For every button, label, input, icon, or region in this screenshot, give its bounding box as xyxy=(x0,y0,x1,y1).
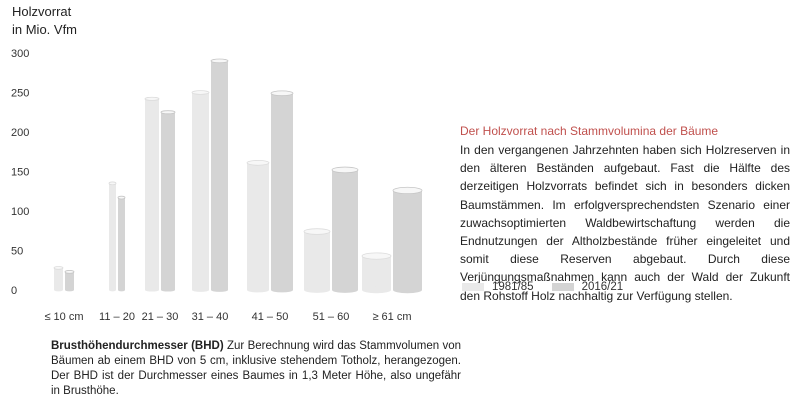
bar-series-1 xyxy=(247,162,269,290)
x-tick-label: ≤ 10 cm xyxy=(44,311,83,323)
chart-legend: 1981/85 2016/21 xyxy=(462,281,641,293)
bar-cap xyxy=(191,90,210,95)
legend-label-series-1: 1981/85 xyxy=(492,281,534,293)
bar-cap xyxy=(270,90,294,97)
x-tick-label: 41 – 50 xyxy=(252,311,289,323)
legend-item-series-1: 1981/85 xyxy=(462,281,534,293)
bar-base xyxy=(304,287,330,293)
y-tick-label: 150 xyxy=(11,167,29,179)
bar-cap xyxy=(117,195,126,200)
y-tick-label: 250 xyxy=(11,88,29,100)
bar-base xyxy=(362,286,391,294)
bar-cap xyxy=(64,270,75,274)
bar-cap xyxy=(210,58,229,64)
legend-label-series-2: 2016/21 xyxy=(581,281,624,293)
bar-series-2 xyxy=(271,93,293,290)
bar-base xyxy=(118,288,125,292)
description-body: In den vergangenen Jahrzehnten haben sic… xyxy=(460,143,790,303)
footnote: Brusthöhendurchmesser (BHD) Zur Berechnu… xyxy=(51,339,461,399)
bar-base xyxy=(65,288,74,292)
bar-base xyxy=(54,288,63,292)
x-tick-label: ≥ 61 cm xyxy=(372,311,411,323)
legend-swatch-series-1 xyxy=(462,283,484,291)
bar-base xyxy=(393,286,422,294)
bar-base xyxy=(211,288,228,292)
bar-base xyxy=(332,287,358,293)
bar-series-2 xyxy=(118,197,125,290)
footnote-text: Zur Berechnung wird das Stammvolumen von… xyxy=(51,340,461,397)
y-tick-label: 50 xyxy=(11,246,23,258)
y-axis-title: Holzvorrat in Mio. Vfm xyxy=(12,3,77,39)
x-tick-label: 11 – 20 xyxy=(99,311,135,323)
bar-series-1 xyxy=(362,256,391,290)
bar-cap xyxy=(160,110,176,115)
bar-cap xyxy=(144,96,160,101)
bar-cap xyxy=(361,252,392,260)
bar-series-2 xyxy=(161,112,175,290)
y-axis-title-line-1: Holzvorrat xyxy=(12,4,72,19)
description-title: Der Holzvorrat nach Stammvolumina der Bä… xyxy=(460,124,719,138)
bar-cap xyxy=(108,181,117,186)
bar-cap xyxy=(331,166,359,174)
bar-cap xyxy=(53,266,64,270)
bar-series-1 xyxy=(109,183,116,290)
y-tick-label: 0 xyxy=(11,285,17,297)
bar-base xyxy=(109,288,116,292)
legend-swatch-series-2 xyxy=(551,283,574,291)
bar-series-2 xyxy=(332,169,358,290)
bar-series-1 xyxy=(54,267,63,290)
y-tick-label: 200 xyxy=(11,127,29,139)
x-tick-label: 51 – 60 xyxy=(313,311,350,323)
description-panel: Der Holzvorrat nach Stammvolumina der Bä… xyxy=(460,123,790,305)
bar-series-2 xyxy=(211,60,228,291)
bar-base xyxy=(192,288,209,292)
legend-item-series-2: 2016/21 xyxy=(551,281,624,293)
bar-chart: 0 50 100 150 200 250 300 ≤ 10 cm 11 – 20 21 – 30 3… xyxy=(11,48,423,323)
y-axis-title-line-2: in Mio. Vfm xyxy=(12,22,78,37)
bar-base xyxy=(145,288,159,292)
x-tick-label: 21 – 30 xyxy=(142,311,179,323)
bar-cap xyxy=(303,228,331,235)
bar-base xyxy=(247,287,269,293)
bar-series-1 xyxy=(145,98,159,290)
bar-series-2 xyxy=(393,190,422,290)
bar-base xyxy=(161,288,175,292)
y-tick-label: 100 xyxy=(11,206,29,218)
bar-cap xyxy=(246,159,270,166)
x-tick-label: 31 – 40 xyxy=(192,311,229,323)
bar-base xyxy=(271,287,293,293)
bar-series-1 xyxy=(192,92,209,290)
bar-cap xyxy=(392,186,423,195)
y-tick-label: 300 xyxy=(11,48,29,60)
bar-series-1 xyxy=(304,231,330,290)
bar-series-2 xyxy=(65,271,74,290)
footnote-term: Brusthöhendurchmesser (BHD) xyxy=(51,340,224,352)
